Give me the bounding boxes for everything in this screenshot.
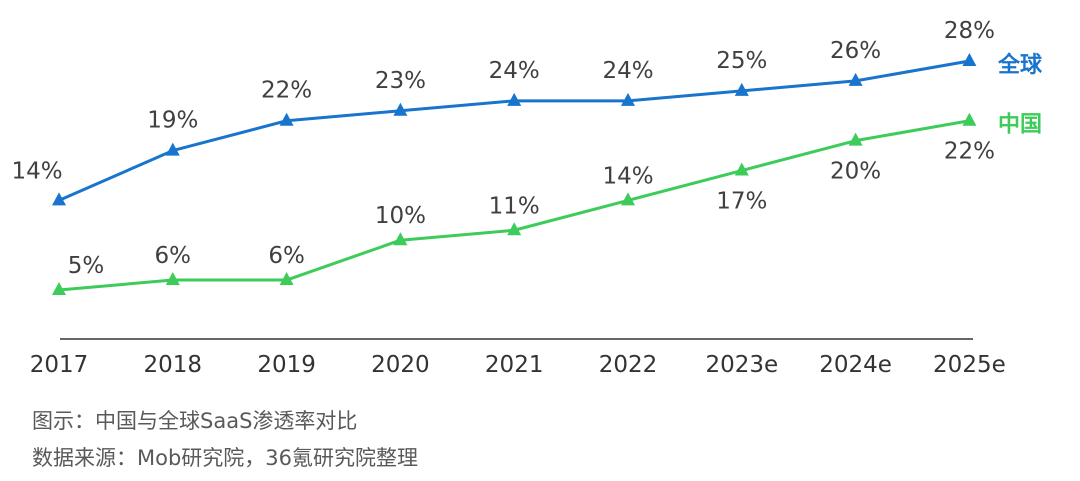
data-label: 22% xyxy=(944,139,995,165)
data-point-marker xyxy=(507,222,522,236)
data-point-marker xyxy=(165,272,180,286)
x-tick-label: 2018 xyxy=(144,352,203,378)
data-label: 20% xyxy=(830,159,881,185)
x-tick-label: 2023e xyxy=(705,352,778,378)
data-label: 22% xyxy=(261,78,312,104)
data-label: 10% xyxy=(375,203,426,229)
data-point-marker xyxy=(734,162,749,176)
data-point-marker xyxy=(962,53,977,66)
x-tick-label: 2021 xyxy=(485,352,544,378)
legend-label: 中国 xyxy=(998,113,1042,138)
source-caption: 数据来源：Mob研究院，36氪研究院整理 xyxy=(32,446,419,470)
x-tick-label: 2022 xyxy=(599,352,658,378)
data-label: 14% xyxy=(602,163,653,189)
data-label: 24% xyxy=(602,58,653,84)
data-label: 26% xyxy=(830,38,881,64)
legend-label: 全球 xyxy=(997,52,1043,78)
data-label: 28% xyxy=(944,18,995,44)
data-label: 14% xyxy=(11,158,62,184)
x-tick-label: 2019 xyxy=(257,352,316,378)
data-point-marker xyxy=(621,92,635,106)
data-label: 17% xyxy=(716,189,767,215)
data-point-marker xyxy=(962,112,977,126)
data-label: 23% xyxy=(375,68,426,94)
x-tick-label: 2025e xyxy=(933,352,1006,378)
data-label: 5% xyxy=(68,253,105,279)
data-point-marker xyxy=(393,102,408,116)
x-tick-label: 2020 xyxy=(371,352,430,378)
data-point-marker xyxy=(279,272,294,286)
data-labels: 14% 19% 22% 23% 24% 24% 25% 26% 28% 5% 6% 6% 10% 11% 1… xyxy=(11,18,995,279)
data-point-marker xyxy=(393,232,408,246)
figure-caption: 图示：中国与全球SaaS渗透率对比 xyxy=(32,409,358,433)
data-point-marker xyxy=(507,92,522,106)
data-point-marker xyxy=(165,142,180,156)
x-tick-label: 2017 xyxy=(30,352,89,378)
data-label: 11% xyxy=(489,193,540,219)
data-label: 25% xyxy=(716,48,767,74)
data-label: 19% xyxy=(147,108,198,134)
data-point-marker xyxy=(734,82,749,96)
series-layer xyxy=(52,53,977,295)
data-point-marker xyxy=(848,72,863,86)
data-point-marker xyxy=(52,192,66,206)
data-point-marker xyxy=(52,282,66,295)
data-label: 6% xyxy=(268,243,305,269)
x-tick-label: 2024e xyxy=(819,352,892,378)
data-point-marker xyxy=(848,132,863,146)
x-axis: 2017 2018 2019 2020 2021 2022 2023e 2024e 2025e xyxy=(30,338,1006,378)
data-label: 24% xyxy=(489,58,540,84)
data-point-marker xyxy=(279,112,294,126)
data-point-marker xyxy=(621,192,635,206)
data-label: 6% xyxy=(155,243,192,269)
